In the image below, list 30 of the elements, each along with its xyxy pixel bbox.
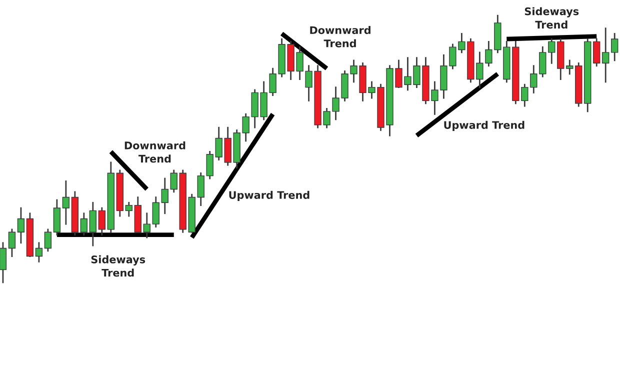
annotation: Upward Trend [229, 190, 310, 201]
candlestick [530, 65, 538, 94]
candlestick [611, 32, 618, 62]
candlestick [125, 202, 132, 217]
candlestick [89, 202, 97, 246]
candlestick [566, 60, 574, 75]
annotation: Downward Trend [124, 141, 186, 163]
candlestick [98, 207, 106, 236]
candlestick [8, 228, 16, 257]
candlestick [35, 242, 43, 262]
candlestick [0, 242, 7, 284]
candlestick [143, 212, 150, 238]
candlestick [539, 46, 546, 78]
candlestick [62, 180, 70, 225]
candlestick [593, 38, 600, 67]
candlestick [17, 207, 25, 244]
candlestick [548, 38, 556, 64]
annotation: Sideways Trend [524, 7, 579, 29]
candlestick [206, 150, 214, 180]
candlestick [521, 84, 528, 107]
candlestick [170, 170, 178, 193]
candlestick [161, 178, 168, 214]
candlestick [152, 196, 160, 228]
annotation: Sideways Trend [91, 255, 146, 277]
annotation: Downward Trend [310, 26, 370, 48]
annotation: Upward Trend [444, 120, 524, 131]
candlestick [197, 172, 204, 206]
candlestick [80, 212, 88, 236]
candlestick [44, 228, 52, 252]
candlestick [602, 28, 610, 83]
